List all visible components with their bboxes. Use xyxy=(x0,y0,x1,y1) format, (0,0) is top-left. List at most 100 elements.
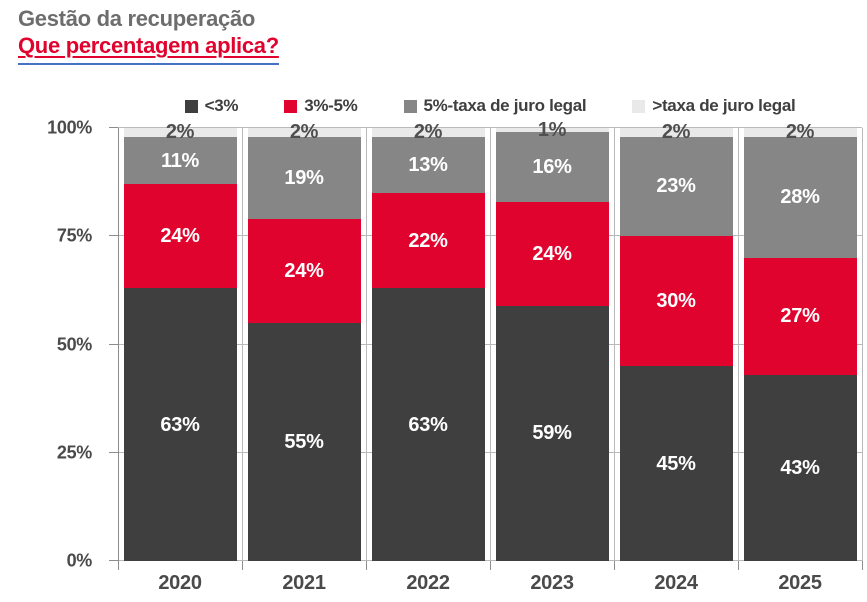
bar-segment-label: 45% xyxy=(656,452,696,475)
bar-segment: 23% xyxy=(619,136,733,237)
gridline-v xyxy=(489,128,491,561)
legend-label: 3%-5% xyxy=(304,96,358,115)
bar-segment: 2% xyxy=(247,122,361,142)
bar-segment-label: 19% xyxy=(284,166,324,189)
bar-segment-label: 59% xyxy=(532,422,572,445)
bar-segment: 2% xyxy=(371,122,485,142)
x-tick-label: 2022 xyxy=(406,572,450,594)
bar-segment: 11% xyxy=(123,136,237,185)
bar-segment-label: 63% xyxy=(160,413,200,436)
y-tick-mark xyxy=(109,343,118,345)
y-tick-label: 75% xyxy=(56,225,92,246)
bar-segment-label: 2% xyxy=(289,121,319,144)
y-tick-label: 0% xyxy=(66,550,93,571)
bar-segment: 63% xyxy=(123,288,237,561)
gridline-v xyxy=(613,128,615,561)
bar-segment: 1% xyxy=(495,120,609,140)
y-tick-label: 50% xyxy=(56,334,92,354)
legend-label: >taxa de juro legal xyxy=(652,96,796,115)
bar-segment: 19% xyxy=(247,136,361,219)
x-axis: 2020 2021 2022 2023 2024 2025 xyxy=(118,572,862,595)
stacked-bar-2023: 59% 24% 16% 1% xyxy=(495,120,609,561)
gridline-v xyxy=(737,128,739,561)
bar-segment: 27% xyxy=(743,257,857,375)
bar-segment-label: 1% xyxy=(537,119,567,142)
y-tick-mark xyxy=(109,451,118,453)
legend-swatch-icon xyxy=(403,99,417,113)
x-tick-mark xyxy=(489,561,491,570)
bar-segment-label: 30% xyxy=(656,290,696,313)
gridline-v xyxy=(241,128,243,561)
bar-segment: 28% xyxy=(743,136,857,258)
bar-segment: 24% xyxy=(123,184,237,289)
bar-segment: 2% xyxy=(619,122,733,142)
chart-legend: <3% 3%-5% 5%-taxa de juro legal >taxa de ju… xyxy=(118,96,862,116)
legend-label: <3% xyxy=(204,96,239,115)
x-tick-label: 2021 xyxy=(282,572,326,594)
bar-segment-label: 28% xyxy=(780,186,820,209)
y-axis-line xyxy=(118,128,119,561)
bar-segment: 24% xyxy=(247,218,361,323)
bar-segment-label: 11% xyxy=(160,149,200,172)
bar-segment: 2% xyxy=(743,122,857,142)
page-title: Gestão da recuperação xyxy=(18,6,256,31)
bar-segment: 43% xyxy=(743,374,857,561)
y-tick-label: 100% xyxy=(47,117,92,138)
bar-segment: 13% xyxy=(371,136,485,193)
page-subtitle: Que percentagem aplica? xyxy=(18,33,279,65)
bar-segment: 55% xyxy=(247,322,361,561)
stacked-bar-2021: 55% 24% 19% 2% xyxy=(247,122,361,561)
bar-segment-label: 24% xyxy=(160,225,200,248)
bar-segment-label: 2% xyxy=(661,121,691,144)
y-tick-mark xyxy=(109,235,118,237)
bar-segment: 2% xyxy=(123,122,237,142)
page-subtitle-text: Que percentagem aplica? xyxy=(18,33,279,65)
x-tick-mark xyxy=(365,561,367,570)
stacked-bar-2020: 63% 24% 11% 2% xyxy=(123,122,237,561)
y-axis: 0% 25% 50% 75% 100% xyxy=(0,118,108,571)
bar-segment-label: 24% xyxy=(284,259,324,282)
bar-segment: 22% xyxy=(371,192,485,289)
legend-item-2: 5%-taxa de juro legal xyxy=(403,96,587,116)
bar-segment-label: 2% xyxy=(785,121,815,144)
x-tick-mark xyxy=(241,561,243,570)
x-tick-mark xyxy=(118,561,119,570)
stacked-bar-2022: 63% 22% 13% 2% xyxy=(371,122,485,561)
bar-segment-label: 13% xyxy=(408,153,448,176)
legend-swatch-icon xyxy=(184,99,198,113)
legend-item-3: >taxa de juro legal xyxy=(632,96,796,116)
x-tick-label: 2020 xyxy=(158,572,202,594)
y-tick-label: 25% xyxy=(56,442,92,463)
x-tick-mark xyxy=(861,561,863,570)
bar-segment: 63% xyxy=(371,288,485,561)
plot-area: 63% 24% 11% 2% 55% 24% 19% 2% 63% 22% 13% 2% 59% 24% 1… xyxy=(109,120,863,570)
bar-segment: 45% xyxy=(619,366,733,561)
legend-item-1: 3%-5% xyxy=(284,96,358,116)
bar-segment-label: 2% xyxy=(165,121,195,144)
bar-segment: 59% xyxy=(495,305,609,561)
legend-item-0: <3% xyxy=(184,96,239,116)
legend-swatch-icon xyxy=(284,99,298,113)
x-tick-mark xyxy=(737,561,739,570)
bar-segment: 30% xyxy=(619,236,733,367)
bar-segment: 16% xyxy=(495,132,609,202)
x-tick-mark xyxy=(613,561,615,570)
legend-swatch-icon xyxy=(632,99,646,113)
stacked-bar-2024: 45% 30% 23% 2% xyxy=(619,122,733,561)
bar-segment: 24% xyxy=(495,201,609,306)
bar-segment-label: 55% xyxy=(284,430,324,453)
bar-segment-label: 16% xyxy=(532,155,572,178)
legend-label: 5%-taxa de juro legal xyxy=(423,96,587,115)
x-tick-label: 2024 xyxy=(654,572,698,594)
y-tick-mark xyxy=(109,560,118,561)
gridline-v xyxy=(365,128,367,561)
x-tick-label: 2023 xyxy=(530,572,574,594)
bar-segment-label: 63% xyxy=(408,413,448,436)
gridline-v xyxy=(861,128,863,561)
bar-segment-label: 2% xyxy=(413,121,443,144)
gridline-h xyxy=(118,127,862,128)
stacked-bar-2025: 43% 27% 28% 2% xyxy=(743,122,857,561)
bar-segment-label: 23% xyxy=(656,175,696,198)
bar-segment-label: 22% xyxy=(408,229,448,252)
